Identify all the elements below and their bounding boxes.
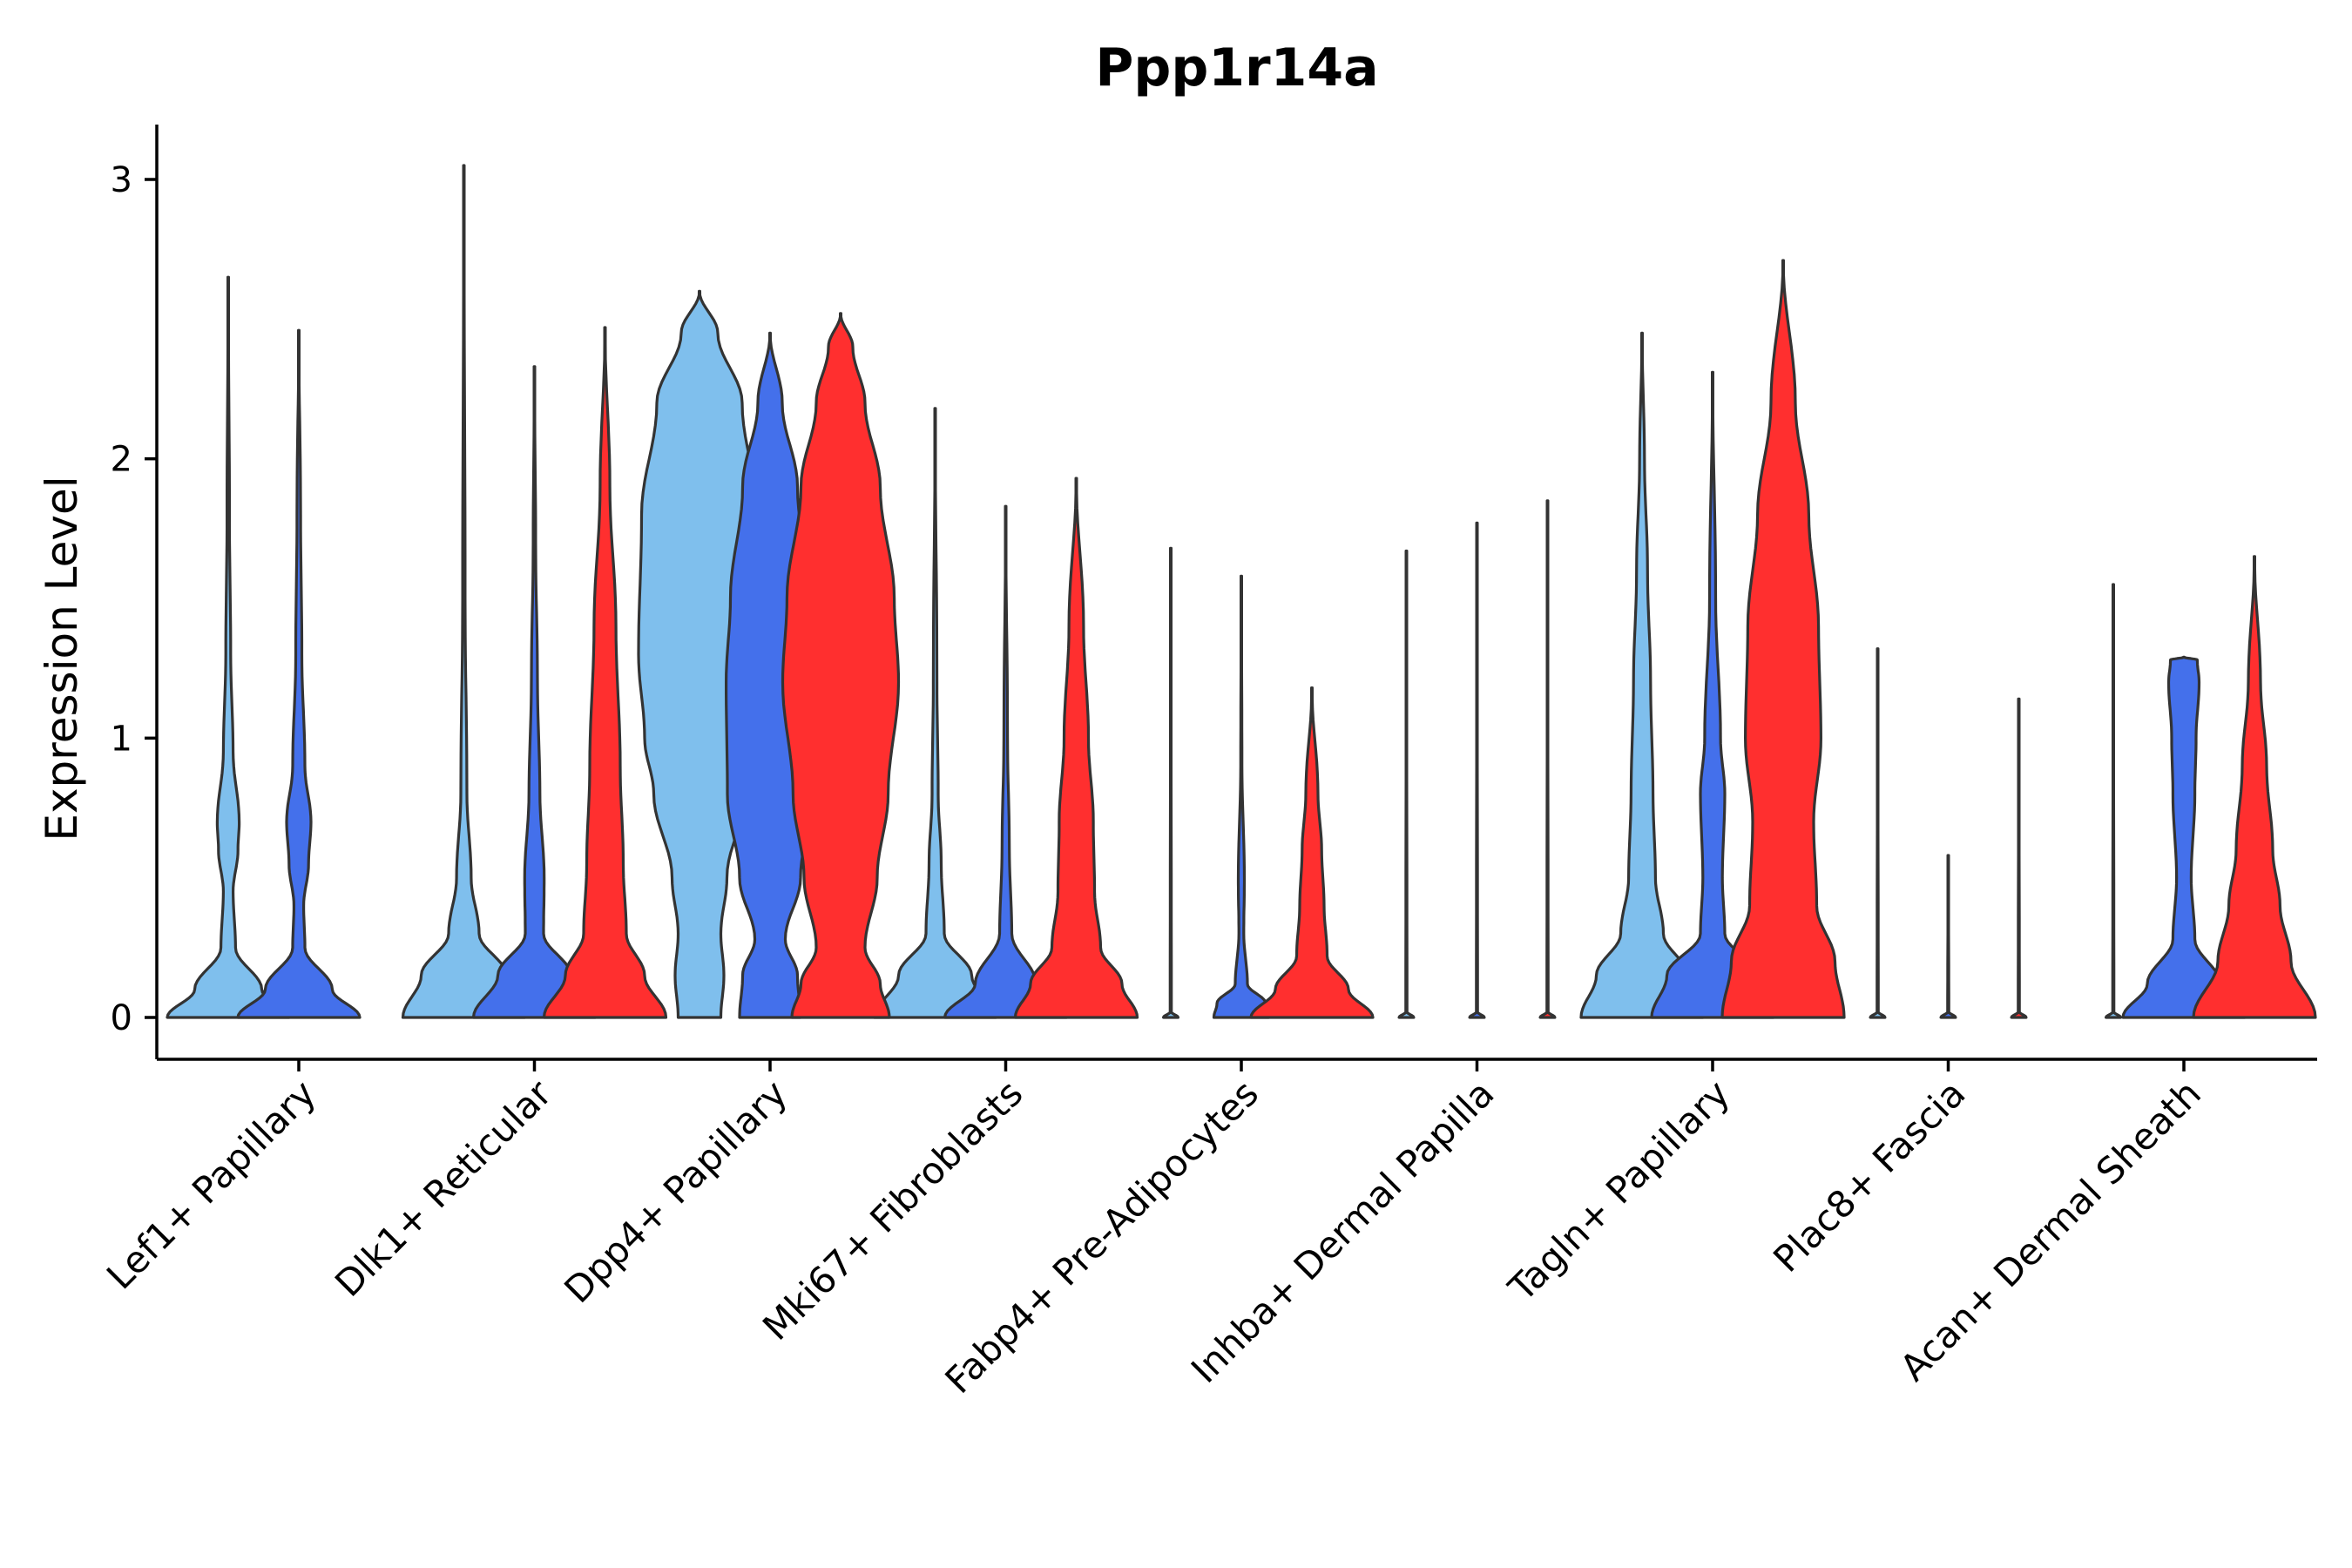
y-tick-label: 1 — [111, 719, 132, 759]
violin-3-2 — [542, 326, 668, 1019]
violin-2-6 — [1468, 521, 1486, 1019]
violin-1-6 — [1397, 549, 1416, 1019]
violin-1-5 — [1162, 546, 1179, 1019]
violin-3-3 — [781, 312, 901, 1019]
x-tick-label: Dpp4+ Papillary — [556, 1071, 795, 1311]
violin-3-5 — [1249, 686, 1375, 1019]
violin-2-8 — [1939, 854, 1957, 1019]
violins-group — [166, 164, 2317, 1019]
violin-3-4 — [1013, 476, 1139, 1019]
y-tick-label: 2 — [111, 440, 132, 480]
x-tick-label: Dlk1+ Reticular — [327, 1071, 560, 1305]
violin-1-3 — [637, 289, 762, 1019]
violin-3-6 — [1538, 499, 1557, 1019]
violin-3-8 — [2010, 697, 2028, 1019]
violin-3-7 — [1720, 259, 1846, 1019]
violin-1-7 — [1579, 331, 1705, 1019]
violin-1-4 — [872, 407, 998, 1019]
y-tick-label: 3 — [111, 160, 132, 200]
x-tick-label: Mki67+ Fibroblasts — [754, 1071, 1031, 1348]
x-tick-label: Plac8+ Fascia — [1765, 1071, 1973, 1280]
violin-2-1 — [236, 328, 362, 1019]
violin-2-4 — [943, 504, 1069, 1019]
violin-1-1 — [166, 275, 291, 1019]
violin-3-9 — [2192, 555, 2317, 1019]
violin-1-8 — [1869, 647, 1887, 1019]
x-tick-label: Tagln+ Papillary — [1500, 1071, 1738, 1309]
violin-1-9 — [2105, 583, 2122, 1019]
y-ticks: 0 1 2 3 — [111, 160, 157, 1038]
chart-title: Ppp1r14a — [1095, 37, 1378, 98]
x-tick-label: Lef1+ Papillary — [98, 1071, 324, 1297]
violin-2-2 — [471, 365, 598, 1019]
violin-2-5 — [1212, 574, 1271, 1019]
y-axis-label: Expression Level — [37, 476, 87, 841]
violin-1-2 — [401, 164, 527, 1019]
violin-2-9 — [2121, 655, 2247, 1019]
y-tick-label: 0 — [111, 998, 132, 1038]
violin-2-7 — [1650, 370, 1775, 1019]
violin-2-3 — [725, 331, 815, 1019]
